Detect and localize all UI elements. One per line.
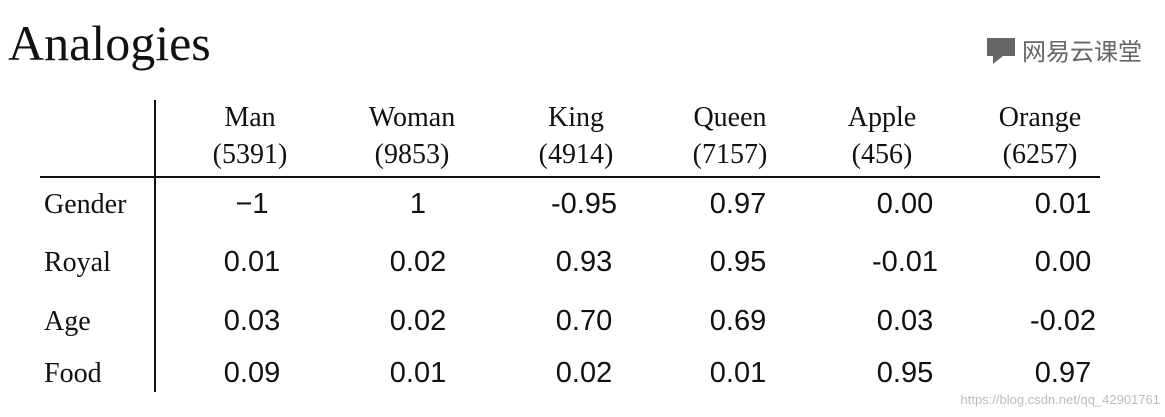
column-name: Woman <box>369 102 455 133</box>
row-label: Gender <box>44 189 127 220</box>
row-label: Age <box>44 306 91 337</box>
cell: 0.03 <box>877 305 933 337</box>
cell: 0.01 <box>710 357 766 389</box>
column-name: Apple <box>848 102 916 133</box>
column-name: Queen <box>693 102 766 133</box>
cell: 0.01 <box>224 246 280 278</box>
table: Man (5391) Woman (9853) King (4914) Queen (7157… <box>44 102 1096 389</box>
cell: 0.93 <box>556 246 612 278</box>
cell: 0.02 <box>556 357 612 389</box>
cell: 0.95 <box>710 246 766 278</box>
cell: 0.01 <box>1035 188 1091 220</box>
column-id: (456) <box>852 139 913 170</box>
title: Analogies <box>8 15 211 71</box>
cell: 0.02 <box>390 305 446 337</box>
column-id: (4914) <box>539 139 614 170</box>
cell: 0.70 <box>556 305 612 337</box>
cell: 0.01 <box>390 357 446 389</box>
cell: 0.03 <box>224 305 280 337</box>
column-name: Orange <box>999 102 1081 133</box>
column-id: (6257) <box>1003 139 1078 170</box>
cell: 0.00 <box>877 188 933 220</box>
cell: 0.97 <box>710 188 766 220</box>
column-name: Man <box>224 102 275 133</box>
cell: -0.02 <box>1030 305 1096 337</box>
cell: 0.95 <box>877 357 933 389</box>
cell: 0.69 <box>710 305 766 337</box>
watermark: 网易云课堂 <box>1022 39 1142 66</box>
row-label: Royal <box>44 247 111 278</box>
cell: 0.00 <box>1035 246 1091 278</box>
cell: -0.95 <box>551 188 617 220</box>
cell: 0.02 <box>390 246 446 278</box>
column-id: (9853) <box>375 139 450 170</box>
watermark-icon <box>987 38 1015 64</box>
cell: 1 <box>410 188 426 220</box>
cell: -0.01 <box>872 246 938 278</box>
cell: 0.09 <box>224 357 280 389</box>
column-name: King <box>548 102 604 133</box>
column-id: (7157) <box>693 139 768 170</box>
row-label: Food <box>44 358 102 389</box>
footer-url: https://blog.csdn.net/qq_42901761 <box>961 392 1161 407</box>
column-id: (5391) <box>213 139 288 170</box>
cell: 0.97 <box>1035 357 1091 389</box>
cell: −1 <box>235 188 268 220</box>
